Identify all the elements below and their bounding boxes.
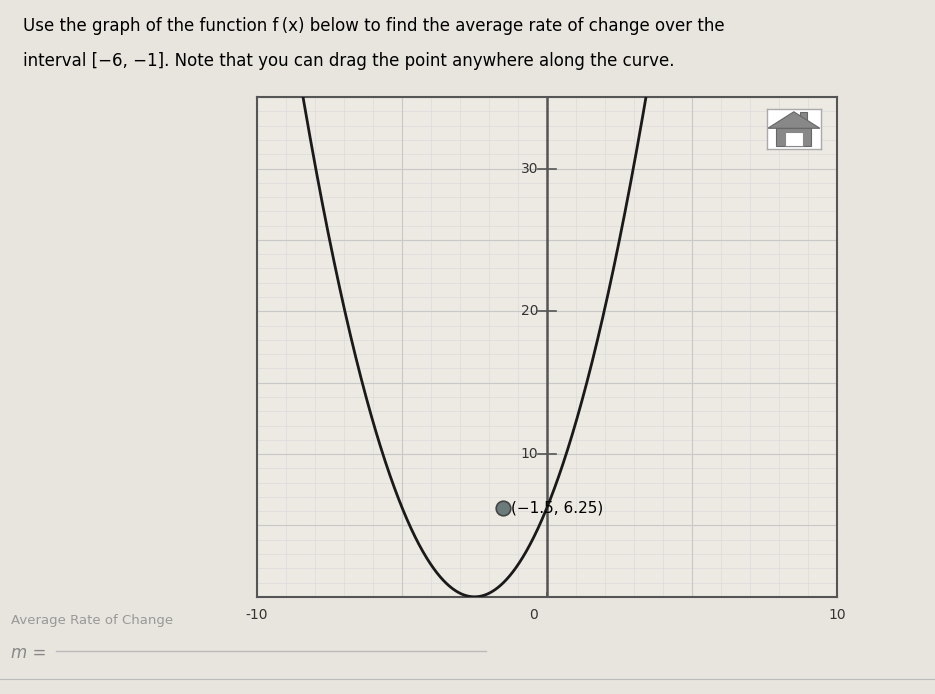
Text: 10: 10 (828, 608, 845, 623)
Text: (−1.5, 6.25): (−1.5, 6.25) (511, 500, 603, 515)
Text: interval [−6, −1]. Note that you can drag the point anywhere along the curve.: interval [−6, −1]. Note that you can dra… (23, 52, 675, 70)
Text: Use the graph of the function f (x) below to find the average rate of change ove: Use the graph of the function f (x) belo… (23, 17, 725, 35)
Text: -10: -10 (246, 608, 268, 623)
Polygon shape (784, 133, 803, 146)
Text: m =: m = (11, 644, 47, 662)
Text: 30: 30 (521, 162, 539, 176)
Text: 20: 20 (521, 304, 539, 319)
Polygon shape (800, 112, 808, 122)
Point (496, 502, 511, 513)
Text: 0: 0 (529, 608, 539, 623)
Polygon shape (768, 112, 820, 128)
Text: Average Rate of Change: Average Rate of Change (11, 614, 173, 627)
Text: 10: 10 (521, 447, 539, 461)
Polygon shape (776, 128, 812, 146)
